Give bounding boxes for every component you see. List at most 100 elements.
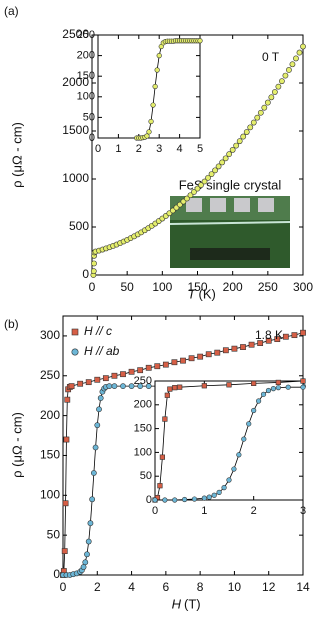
data-point bbox=[264, 99, 271, 106]
data-point bbox=[250, 119, 257, 126]
data-point bbox=[180, 357, 186, 364]
data-point bbox=[162, 497, 168, 503]
y-tick-label: 250 bbox=[134, 375, 152, 387]
x-tick-label: 14 bbox=[296, 580, 310, 594]
data-point bbox=[111, 383, 118, 390]
data-point bbox=[261, 104, 268, 111]
x-tick-label: 10 bbox=[228, 580, 242, 594]
data-point bbox=[240, 344, 246, 350]
data-point bbox=[206, 494, 212, 500]
annotation: 0 T bbox=[262, 50, 280, 64]
data-point bbox=[191, 189, 197, 195]
y-tick-label: 500 bbox=[69, 219, 89, 233]
data-point bbox=[182, 496, 188, 503]
y-tick-label: 0 bbox=[146, 494, 152, 506]
data-point bbox=[89, 496, 96, 503]
data-point bbox=[243, 129, 250, 135]
data-point bbox=[92, 444, 99, 451]
data-point bbox=[145, 383, 152, 390]
y-tick-label: 0 bbox=[82, 267, 89, 281]
legend-marker bbox=[71, 348, 79, 356]
data-point bbox=[94, 376, 101, 383]
data-point bbox=[128, 383, 135, 390]
data-point bbox=[226, 477, 232, 483]
data-point bbox=[300, 384, 306, 390]
data-point bbox=[270, 386, 277, 392]
data-point bbox=[171, 359, 178, 366]
data-point bbox=[265, 337, 272, 344]
data-point bbox=[148, 118, 154, 125]
x-axis-variable: H bbox=[172, 596, 182, 611]
data-point bbox=[201, 495, 207, 501]
x-tick-label: 3 bbox=[300, 505, 306, 517]
data-point bbox=[241, 436, 247, 442]
data-point bbox=[275, 379, 281, 386]
data-point bbox=[265, 387, 272, 394]
y-tick-label: 200 bbox=[40, 408, 60, 422]
y-tick-label: 0 bbox=[53, 567, 60, 581]
data-point bbox=[187, 192, 194, 199]
data-point bbox=[205, 351, 212, 358]
data-point bbox=[236, 452, 242, 458]
x-tick-label: 0 bbox=[60, 580, 67, 594]
y-tick-label: 100 bbox=[134, 446, 152, 458]
data-point bbox=[146, 129, 152, 135]
data-point bbox=[286, 67, 292, 73]
data-point bbox=[84, 551, 90, 558]
x-tick-label: 4 bbox=[177, 143, 183, 155]
data-point bbox=[246, 421, 252, 427]
data-point bbox=[106, 383, 113, 390]
data-point bbox=[282, 333, 289, 340]
data-point bbox=[172, 385, 178, 391]
x-tick-label: 0 bbox=[89, 280, 96, 294]
data-point bbox=[219, 159, 226, 166]
data-point bbox=[152, 83, 158, 90]
y-tick-label: 150 bbox=[134, 423, 152, 435]
data-point bbox=[208, 171, 215, 178]
data-point bbox=[94, 422, 101, 429]
data-point bbox=[274, 336, 281, 343]
x-tick-label: 12 bbox=[262, 580, 276, 594]
data-point bbox=[275, 83, 282, 90]
data-point bbox=[77, 380, 84, 387]
data-point bbox=[282, 72, 289, 79]
y-axis-label: ρ (μΩ - cm) bbox=[9, 412, 24, 478]
data-point bbox=[184, 195, 190, 202]
photo-contact bbox=[258, 198, 274, 212]
photo-trace bbox=[169, 221, 291, 225]
data-point bbox=[91, 260, 97, 267]
data-point bbox=[215, 163, 222, 170]
data-point bbox=[167, 386, 173, 392]
x-tick-label: 5 bbox=[197, 143, 203, 155]
data-point bbox=[97, 395, 104, 401]
x-tick-label: 300 bbox=[293, 280, 313, 294]
data-point bbox=[300, 43, 306, 50]
x-axis-unit: (T) bbox=[184, 596, 201, 611]
data-point bbox=[201, 178, 208, 185]
x-axis-unit: (K) bbox=[199, 286, 216, 301]
data-point bbox=[188, 355, 195, 362]
data-point bbox=[214, 349, 221, 356]
data-point bbox=[275, 385, 281, 391]
data-point bbox=[80, 564, 87, 570]
y-tick-label: 50 bbox=[140, 470, 152, 482]
y-axis-label: ρ (μΩ - cm) bbox=[9, 122, 24, 188]
data-point bbox=[233, 142, 240, 149]
data-point bbox=[216, 489, 222, 495]
data-point bbox=[226, 382, 232, 388]
data-point bbox=[293, 55, 299, 62]
x-tick-label: 8 bbox=[197, 580, 204, 594]
data-point bbox=[85, 538, 92, 545]
data-point bbox=[201, 383, 207, 389]
data-point bbox=[257, 109, 264, 116]
data-point bbox=[177, 384, 183, 390]
data-point bbox=[226, 151, 233, 158]
data-point bbox=[172, 497, 178, 503]
data-point bbox=[278, 78, 285, 85]
data-point bbox=[120, 371, 126, 378]
data-point bbox=[221, 485, 227, 491]
data-point bbox=[197, 38, 203, 44]
data-point bbox=[236, 138, 243, 145]
